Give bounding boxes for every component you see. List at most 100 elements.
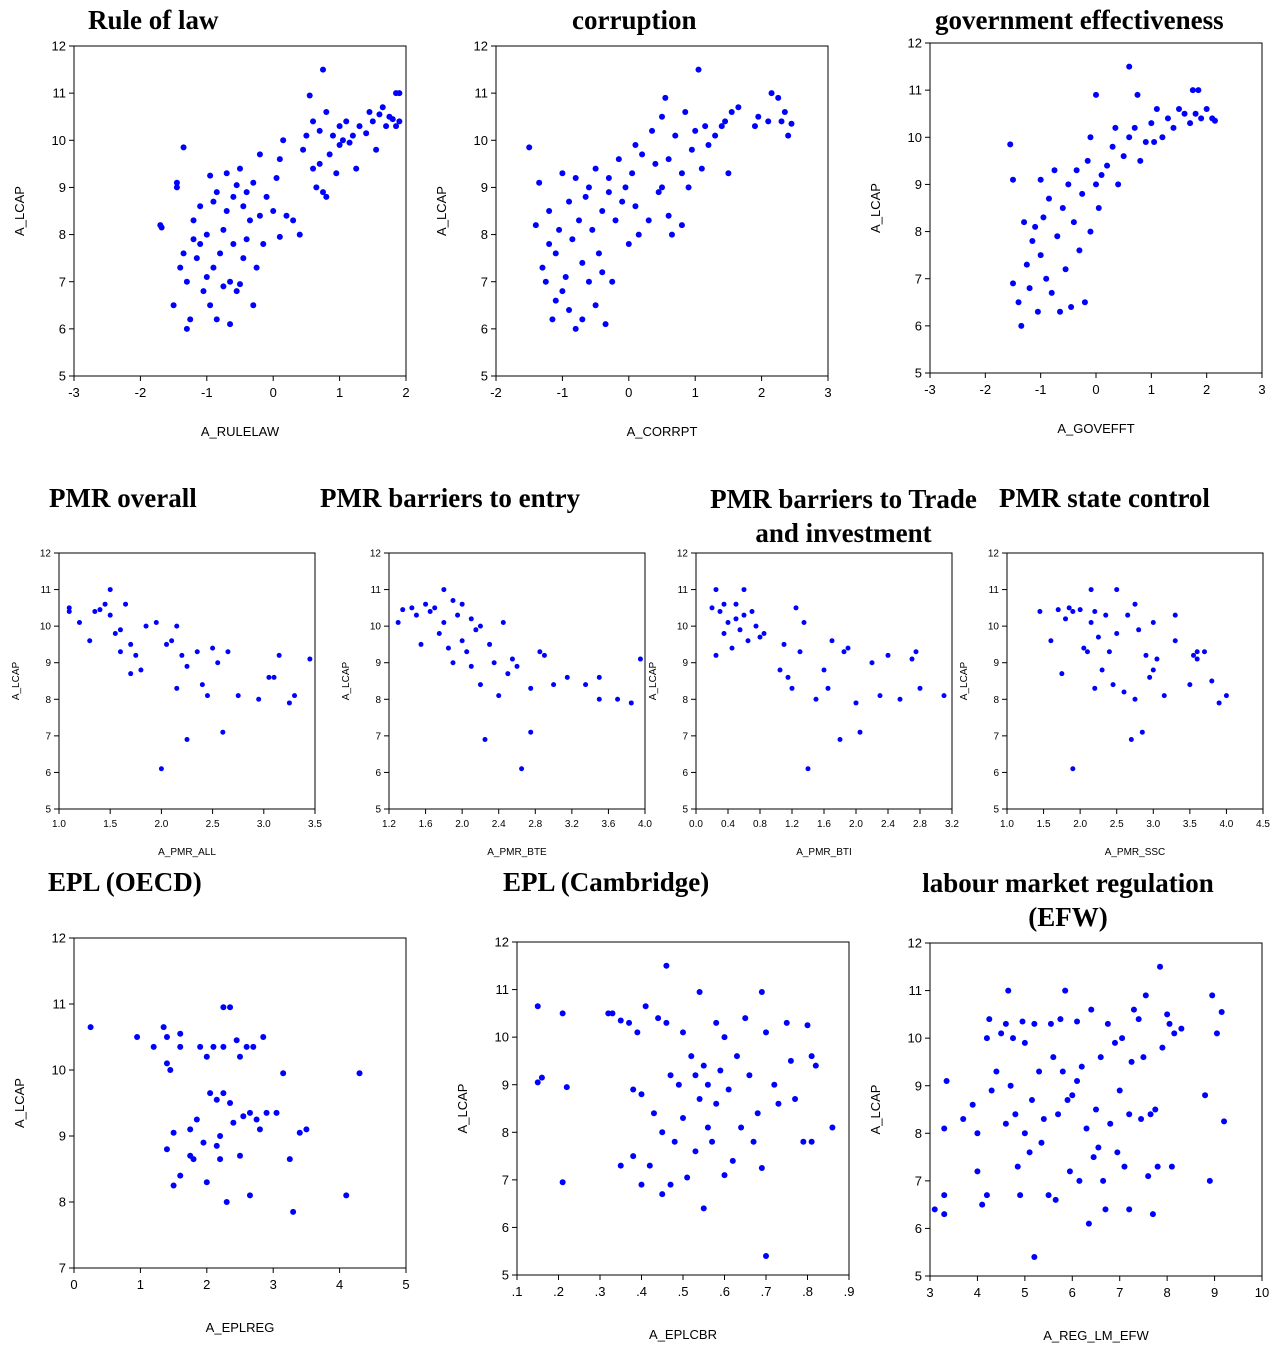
data-point	[243, 236, 250, 243]
data-point	[117, 649, 123, 655]
data-point	[983, 1192, 990, 1199]
y-tick-label: 9	[45, 658, 51, 669]
data-point	[1017, 1192, 1024, 1199]
data-point	[320, 189, 326, 196]
x-tick-label: 0.0	[689, 819, 703, 830]
data-point	[733, 601, 739, 607]
data-point	[169, 638, 175, 644]
y-tick-label: 9	[682, 658, 688, 669]
data-point	[193, 255, 200, 262]
data-point	[477, 682, 483, 688]
data-point	[692, 1072, 699, 1079]
x-tick-label: 3	[1258, 382, 1265, 397]
data-point	[197, 241, 204, 247]
data-point	[1109, 143, 1116, 150]
y-tick-label: 7	[993, 731, 999, 742]
data-point	[107, 612, 113, 618]
data-point	[1157, 963, 1164, 970]
data-point	[785, 132, 792, 139]
data-point	[473, 627, 479, 633]
data-point	[163, 1034, 170, 1040]
data-point	[369, 118, 376, 125]
x-tick-label: .3	[595, 1284, 606, 1299]
x-tick-label: 2	[758, 385, 765, 400]
x-tick-label: 4	[336, 1277, 343, 1292]
y-tick-label: 12	[52, 931, 66, 946]
data-point	[612, 217, 619, 224]
data-point	[1062, 266, 1069, 273]
data-point	[1128, 737, 1134, 743]
data-point	[167, 1067, 174, 1073]
data-point	[713, 652, 719, 658]
y-tick-label: 6	[915, 1221, 922, 1236]
data-point	[695, 66, 702, 73]
y-tick-label: 7	[682, 731, 688, 742]
data-point	[183, 278, 190, 285]
data-point	[1126, 1206, 1133, 1213]
data-point	[1069, 1092, 1076, 1099]
data-point	[313, 184, 320, 191]
data-point	[1114, 587, 1120, 593]
data-point	[721, 1034, 728, 1041]
plot-frame	[516, 941, 850, 1276]
data-point	[246, 217, 253, 224]
data-point	[290, 1208, 297, 1215]
y-tick-label: 11	[371, 585, 382, 596]
data-point	[1136, 627, 1142, 633]
x-axis-label: A_PMR_BTI	[796, 847, 852, 858]
data-point	[733, 616, 739, 622]
x-tick-label: 2.8	[528, 819, 542, 830]
data-point	[237, 165, 243, 172]
y-tick-label: 12	[40, 549, 52, 560]
data-point	[197, 203, 204, 210]
data-point	[1104, 162, 1111, 169]
data-point	[163, 1060, 170, 1067]
data-point	[227, 321, 234, 328]
data-point	[667, 1072, 674, 1079]
data-point	[979, 1201, 986, 1208]
data-point	[409, 605, 415, 611]
data-point	[787, 1057, 794, 1064]
data-point	[450, 660, 456, 666]
x-axis-label: A_RULELAW	[201, 424, 280, 439]
data-point	[1170, 124, 1177, 131]
data-point	[941, 693, 947, 699]
data-point	[263, 193, 270, 200]
x-tick-label: .5	[678, 1284, 689, 1299]
plot-frame	[695, 552, 953, 810]
data-point	[753, 623, 759, 629]
data-point	[207, 1090, 214, 1097]
data-point	[143, 623, 149, 629]
data-point	[383, 123, 390, 130]
x-tick-label: .2	[553, 1284, 564, 1299]
data-point	[256, 696, 262, 702]
data-point	[223, 208, 230, 214]
data-point	[1023, 261, 1030, 268]
data-point	[263, 1109, 270, 1116]
x-tick-label: 1.6	[817, 819, 831, 830]
data-point	[758, 1164, 765, 1171]
data-point	[1093, 91, 1099, 98]
data-point	[1125, 612, 1131, 618]
data-point	[1070, 766, 1076, 772]
x-tick-label: -1	[557, 385, 569, 400]
data-point	[1055, 1111, 1062, 1118]
data-point	[781, 109, 788, 115]
data-point	[722, 118, 729, 125]
x-tick-label: 3	[270, 1277, 277, 1292]
chart-panel-4: 1.2 1.6 2.0 2.4 2.8 3.2 3.6 4.0 5 6 7 8 9 10 11 12 A_PMR…	[341, 549, 652, 859]
data-point	[217, 1133, 224, 1139]
y-tick-label: 10	[52, 1063, 66, 1078]
data-point	[400, 607, 406, 613]
data-point	[1153, 106, 1160, 112]
data-point	[1172, 612, 1178, 618]
data-point	[1142, 139, 1149, 145]
x-tick-label: 1.0	[1000, 819, 1014, 830]
data-point	[1142, 992, 1149, 999]
y-tick-label: 6	[502, 1220, 509, 1235]
data-point	[642, 1003, 649, 1010]
y-tick-label: 5	[59, 369, 66, 384]
data-point	[538, 1074, 545, 1081]
data-point	[775, 94, 782, 101]
